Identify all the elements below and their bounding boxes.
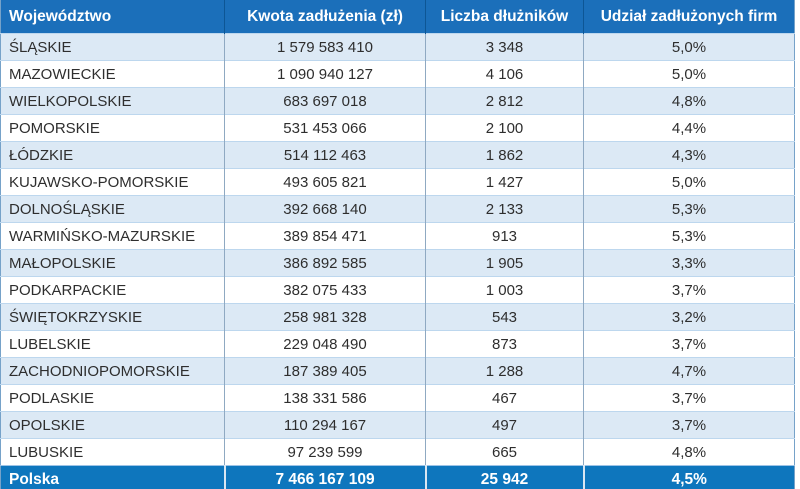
cell-debtor-count: 1 905 xyxy=(425,249,584,277)
cell-debt-amount: 531 453 066 xyxy=(224,114,426,142)
cell-debt-amount: 138 331 586 xyxy=(224,384,426,412)
total-cell-label: Polska xyxy=(0,465,225,489)
table-row: MAZOWIECKIE 1 090 940 127 4 106 5,0% xyxy=(0,60,795,88)
cell-debtor-count: 873 xyxy=(425,330,584,358)
cell-indebted-firms-share: 5,0% xyxy=(583,60,795,88)
cell-voivodeship: ŁÓDZKIE xyxy=(0,141,225,169)
cell-debt-amount: 392 668 140 xyxy=(224,195,426,223)
cell-indebted-firms-share: 3,2% xyxy=(583,303,795,331)
table-row: LUBELSKIE 229 048 490 873 3,7% xyxy=(0,330,795,358)
table-row: PODKARPACKIE 382 075 433 1 003 3,7% xyxy=(0,276,795,304)
cell-voivodeship: ZACHODNIOPOMORSKIE xyxy=(0,357,225,385)
table-row: KUJAWSKO-POMORSKIE 493 605 821 1 427 5,0… xyxy=(0,168,795,196)
cell-debt-amount: 110 294 167 xyxy=(224,411,426,439)
column-header-debtor-count: Liczba dłużników xyxy=(425,0,584,34)
cell-debtor-count: 2 100 xyxy=(425,114,584,142)
total-cell-indebted-firms-share: 4,5% xyxy=(582,465,795,489)
cell-indebted-firms-share: 4,8% xyxy=(583,87,795,115)
cell-debtor-count: 543 xyxy=(425,303,584,331)
cell-indebted-firms-share: 3,7% xyxy=(583,330,795,358)
cell-indebted-firms-share: 3,7% xyxy=(583,276,795,304)
cell-debt-amount: 97 239 599 xyxy=(224,438,426,466)
cell-debt-amount: 382 075 433 xyxy=(224,276,426,304)
cell-indebted-firms-share: 4,3% xyxy=(583,141,795,169)
total-cell-debt-amount: 7 466 167 109 xyxy=(223,465,426,489)
table-row: DOLNOŚLĄSKIE 392 668 140 2 133 5,3% xyxy=(0,195,795,223)
cell-voivodeship: DOLNOŚLĄSKIE xyxy=(0,195,225,223)
cell-debt-amount: 386 892 585 xyxy=(224,249,426,277)
cell-debt-amount: 1 090 940 127 xyxy=(224,60,426,88)
cell-indebted-firms-share: 5,3% xyxy=(583,222,795,250)
cell-indebted-firms-share: 4,7% xyxy=(583,357,795,385)
cell-debtor-count: 1 288 xyxy=(425,357,584,385)
cell-debtor-count: 913 xyxy=(425,222,584,250)
total-row: Polska 7 466 167 109 25 942 4,5% xyxy=(0,465,795,489)
column-header-voivodeship: Województwo xyxy=(0,0,225,34)
cell-debtor-count: 497 xyxy=(425,411,584,439)
cell-debtor-count: 467 xyxy=(425,384,584,412)
cell-debtor-count: 2 812 xyxy=(425,87,584,115)
cell-debt-amount: 514 112 463 xyxy=(224,141,426,169)
header-row: Województwo Kwota zadłużenia (zł) Liczba… xyxy=(0,0,795,34)
cell-debtor-count: 1 427 xyxy=(425,168,584,196)
table-row: ŚWIĘTOKRZYSKIE 258 981 328 543 3,2% xyxy=(0,303,795,331)
cell-debtor-count: 4 106 xyxy=(425,60,584,88)
cell-debtor-count: 3 348 xyxy=(425,33,584,61)
cell-voivodeship: MAŁOPOLSKIE xyxy=(0,249,225,277)
cell-voivodeship: PODKARPACKIE xyxy=(0,276,225,304)
cell-debtor-count: 2 133 xyxy=(425,195,584,223)
table-header: Województwo Kwota zadłużenia (zł) Liczba… xyxy=(0,0,795,34)
table-row: ŚLĄSKIE 1 579 583 410 3 348 5,0% xyxy=(0,33,795,61)
cell-debt-amount: 1 579 583 410 xyxy=(224,33,426,61)
cell-voivodeship: WARMIŃSKO-MAZURSKIE xyxy=(0,222,225,250)
cell-debt-amount: 187 389 405 xyxy=(224,357,426,385)
column-header-debt-amount: Kwota zadłużenia (zł) xyxy=(224,0,426,34)
table-row: WARMIŃSKO-MAZURSKIE 389 854 471 913 5,3% xyxy=(0,222,795,250)
cell-debtor-count: 665 xyxy=(425,438,584,466)
table-row: ŁÓDZKIE 514 112 463 1 862 4,3% xyxy=(0,141,795,169)
table-row: LUBUSKIE 97 239 599 665 4,8% xyxy=(0,438,795,466)
cell-indebted-firms-share: 4,4% xyxy=(583,114,795,142)
cell-debtor-count: 1 003 xyxy=(425,276,584,304)
cell-voivodeship: ŚWIĘTOKRZYSKIE xyxy=(0,303,225,331)
cell-voivodeship: MAZOWIECKIE xyxy=(0,60,225,88)
cell-voivodeship: ŚLĄSKIE xyxy=(0,33,225,61)
cell-debt-amount: 229 048 490 xyxy=(224,330,426,358)
cell-voivodeship: LUBELSKIE xyxy=(0,330,225,358)
table-footer: Polska 7 466 167 109 25 942 4,5% xyxy=(0,465,795,489)
cell-voivodeship: OPOLSKIE xyxy=(0,411,225,439)
cell-debt-amount: 258 981 328 xyxy=(224,303,426,331)
cell-voivodeship: PODLASKIE xyxy=(0,384,225,412)
cell-voivodeship: POMORSKIE xyxy=(0,114,225,142)
cell-indebted-firms-share: 3,3% xyxy=(583,249,795,277)
cell-voivodeship: WIELKOPOLSKIE xyxy=(0,87,225,115)
table-body: ŚLĄSKIE 1 579 583 410 3 348 5,0% MAZOWIE… xyxy=(0,33,795,466)
cell-indebted-firms-share: 5,0% xyxy=(583,168,795,196)
cell-debt-amount: 683 697 018 xyxy=(224,87,426,115)
cell-voivodeship: LUBUSKIE xyxy=(0,438,225,466)
table-row: WIELKOPOLSKIE 683 697 018 2 812 4,8% xyxy=(0,87,795,115)
cell-debt-amount: 493 605 821 xyxy=(224,168,426,196)
total-cell-debtor-count: 25 942 xyxy=(424,465,584,489)
table-row: POMORSKIE 531 453 066 2 100 4,4% xyxy=(0,114,795,142)
table-row: PODLASKIE 138 331 586 467 3,7% xyxy=(0,384,795,412)
cell-indebted-firms-share: 5,0% xyxy=(583,33,795,61)
cell-indebted-firms-share: 3,7% xyxy=(583,411,795,439)
table-row: OPOLSKIE 110 294 167 497 3,7% xyxy=(0,411,795,439)
cell-voivodeship: KUJAWSKO-POMORSKIE xyxy=(0,168,225,196)
table-row: ZACHODNIOPOMORSKIE 187 389 405 1 288 4,7… xyxy=(0,357,795,385)
table-row: MAŁOPOLSKIE 386 892 585 1 905 3,3% xyxy=(0,249,795,277)
column-header-indebted-firms-share: Udział zadłużonych firm xyxy=(583,0,795,34)
cell-indebted-firms-share: 5,3% xyxy=(583,195,795,223)
cell-indebted-firms-share: 4,8% xyxy=(583,438,795,466)
cell-debtor-count: 1 862 xyxy=(425,141,584,169)
cell-indebted-firms-share: 3,7% xyxy=(583,384,795,412)
cell-debt-amount: 389 854 471 xyxy=(224,222,426,250)
